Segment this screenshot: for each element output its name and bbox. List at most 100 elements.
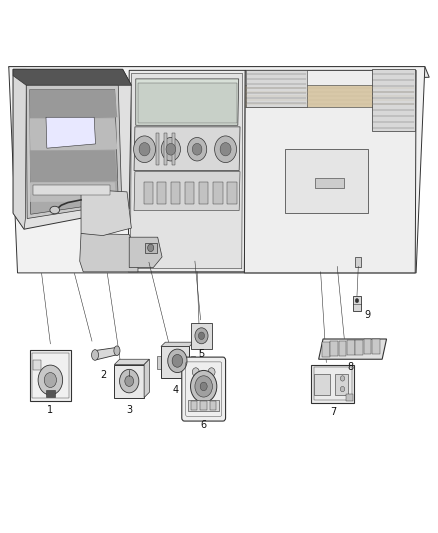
Circle shape <box>44 373 57 387</box>
Bar <box>335 374 348 395</box>
Bar <box>311 365 354 403</box>
Polygon shape <box>46 117 95 148</box>
Text: 4: 4 <box>172 385 178 395</box>
Polygon shape <box>13 69 131 85</box>
Bar <box>191 356 195 369</box>
Polygon shape <box>9 67 429 85</box>
Polygon shape <box>129 237 162 268</box>
Text: 2: 2 <box>100 370 106 381</box>
Bar <box>172 133 175 165</box>
Bar <box>32 353 69 399</box>
Bar <box>346 394 353 401</box>
Polygon shape <box>30 118 117 151</box>
Polygon shape <box>80 233 138 272</box>
Bar <box>353 296 361 311</box>
Text: 6: 6 <box>201 420 207 430</box>
Bar <box>30 351 71 401</box>
Polygon shape <box>114 365 144 398</box>
Polygon shape <box>161 342 194 346</box>
Polygon shape <box>26 85 122 219</box>
Polygon shape <box>161 346 189 378</box>
Polygon shape <box>144 359 149 398</box>
Bar <box>210 401 216 410</box>
Bar <box>158 356 162 369</box>
Polygon shape <box>94 348 118 360</box>
Polygon shape <box>246 70 307 107</box>
Bar <box>339 341 346 356</box>
Text: 8: 8 <box>347 362 353 373</box>
Bar <box>355 257 361 266</box>
Bar <box>330 341 338 356</box>
Circle shape <box>191 370 217 402</box>
Bar <box>138 83 237 123</box>
Text: 1: 1 <box>47 405 53 415</box>
Polygon shape <box>30 90 118 214</box>
Bar <box>191 401 197 410</box>
Circle shape <box>220 142 231 156</box>
Polygon shape <box>9 67 425 273</box>
Bar <box>213 182 223 204</box>
Bar <box>157 182 166 204</box>
Polygon shape <box>131 74 243 269</box>
Circle shape <box>134 136 155 163</box>
Polygon shape <box>13 69 28 229</box>
Circle shape <box>148 244 154 252</box>
Circle shape <box>187 138 207 161</box>
Polygon shape <box>134 172 240 211</box>
Bar <box>322 342 330 357</box>
Circle shape <box>166 143 176 155</box>
Text: 7: 7 <box>330 407 336 417</box>
Text: 5: 5 <box>198 349 205 359</box>
Circle shape <box>192 143 202 155</box>
Bar <box>185 182 194 204</box>
Circle shape <box>195 328 208 344</box>
Circle shape <box>168 349 187 373</box>
Circle shape <box>192 368 199 376</box>
Text: 9: 9 <box>365 310 371 320</box>
Polygon shape <box>136 79 239 125</box>
Polygon shape <box>285 149 368 213</box>
Circle shape <box>340 376 345 381</box>
Polygon shape <box>81 189 131 236</box>
Bar <box>199 182 208 204</box>
Bar <box>200 401 207 410</box>
Bar <box>314 374 330 395</box>
Bar <box>227 182 237 204</box>
Bar <box>315 178 344 188</box>
Bar <box>372 339 379 354</box>
Polygon shape <box>114 359 149 365</box>
Circle shape <box>120 369 139 393</box>
Circle shape <box>139 142 150 156</box>
Bar <box>33 185 110 195</box>
Bar <box>144 182 153 204</box>
Circle shape <box>200 382 207 391</box>
Polygon shape <box>372 69 415 131</box>
Polygon shape <box>13 69 131 229</box>
Bar <box>188 400 219 411</box>
Circle shape <box>161 138 180 161</box>
Bar <box>347 341 355 356</box>
Bar <box>191 323 212 349</box>
Bar <box>356 340 363 355</box>
Polygon shape <box>245 85 415 107</box>
Circle shape <box>125 376 134 386</box>
Circle shape <box>198 332 205 340</box>
Bar <box>33 360 41 370</box>
Bar <box>156 133 159 165</box>
Text: 3: 3 <box>126 405 132 415</box>
Bar <box>171 182 180 204</box>
Circle shape <box>172 354 183 367</box>
Polygon shape <box>134 127 240 171</box>
Circle shape <box>340 386 345 392</box>
Ellipse shape <box>92 350 99 360</box>
Bar <box>145 243 157 253</box>
Ellipse shape <box>50 206 60 214</box>
Circle shape <box>38 365 63 395</box>
Bar <box>46 390 55 397</box>
Bar <box>314 367 352 400</box>
Polygon shape <box>128 70 245 272</box>
Bar <box>364 340 371 354</box>
Polygon shape <box>244 70 416 273</box>
Polygon shape <box>30 150 117 182</box>
Bar <box>164 133 167 165</box>
